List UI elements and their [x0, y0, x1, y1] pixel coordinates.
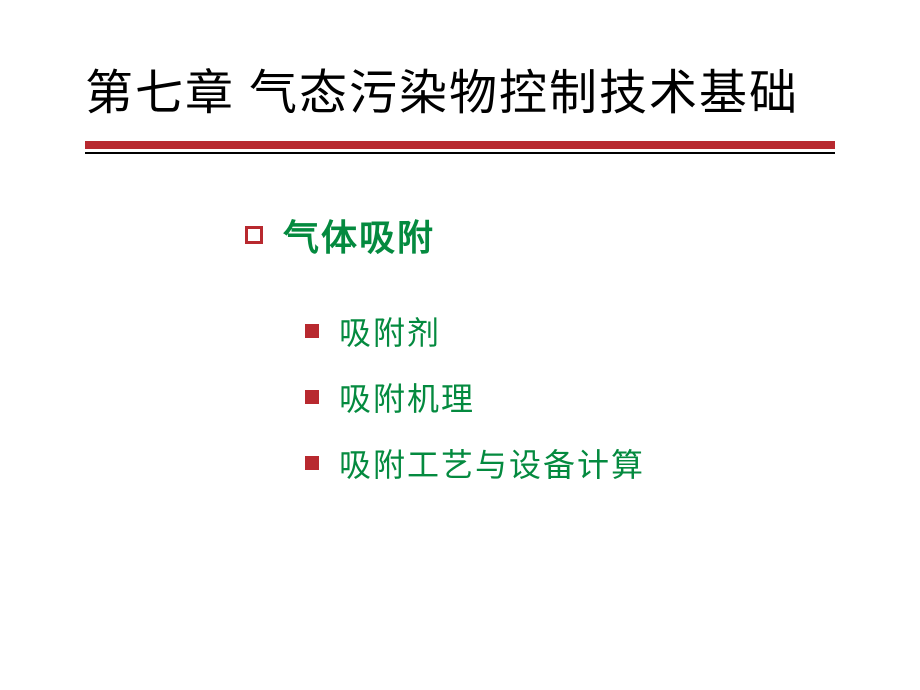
- sub-item-text: 吸附工艺与设备计算: [339, 440, 645, 486]
- filled-square-bullet-icon: [305, 324, 319, 338]
- filled-square-bullet-icon: [305, 390, 319, 404]
- main-topic-text: 气体吸附: [283, 209, 435, 261]
- sub-list: 吸附剂 吸附机理 吸附工艺与设备计算: [245, 296, 920, 486]
- slide-container: 第七章 气态污染物控制技术基础 气体吸附 吸附剂 吸附机理 吸附工艺与设备计算: [0, 0, 920, 690]
- sub-item-text: 吸附剂: [339, 308, 441, 354]
- list-item: 吸附剂: [305, 308, 920, 354]
- chapter-title: 第七章 气态污染物控制技术基础: [85, 65, 835, 123]
- title-section: 第七章 气态污染物控制技术基础: [0, 0, 920, 154]
- hollow-square-bullet-icon: [245, 226, 263, 244]
- content-section: 气体吸附 吸附剂 吸附机理 吸附工艺与设备计算: [0, 154, 920, 486]
- title-underline: [85, 141, 835, 149]
- list-item: 吸附工艺与设备计算: [305, 440, 920, 486]
- list-item: 吸附机理: [305, 374, 920, 420]
- main-topic: 气体吸附: [245, 209, 920, 261]
- filled-square-bullet-icon: [305, 456, 319, 470]
- sub-item-text: 吸附机理: [339, 374, 475, 420]
